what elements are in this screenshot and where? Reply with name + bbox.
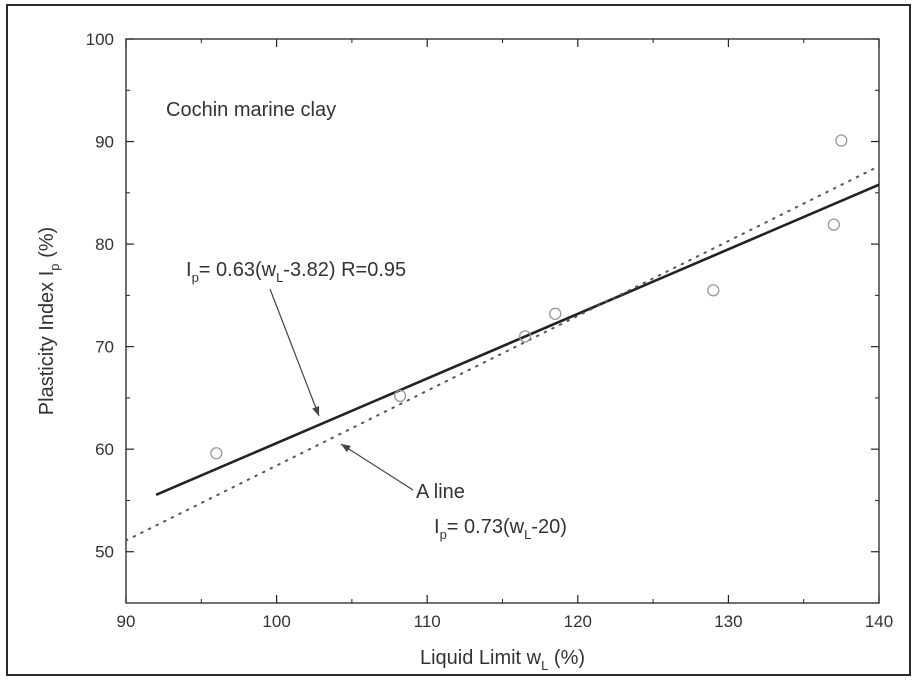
y-axis-title: Plasticity Index Ip (%) — [36, 227, 62, 415]
a-line-name: A line — [416, 481, 465, 503]
a-line-arrow — [340, 443, 414, 491]
annotation-arrows — [269, 288, 414, 491]
data-point — [549, 307, 562, 320]
data-point — [707, 284, 720, 297]
y-tick-label: 80 — [95, 235, 114, 254]
x-tick-label: 130 — [714, 612, 742, 631]
data-point — [835, 134, 848, 147]
fit-line-arrow-head — [312, 406, 320, 416]
fit-line — [155, 183, 880, 496]
x-axis-title: Liquid Limit wL (%) — [420, 647, 585, 673]
y-tick-label: 70 — [95, 338, 114, 357]
data-point — [518, 330, 532, 343]
x-tick-label: 120 — [564, 612, 592, 631]
y-tick-label: 50 — [95, 543, 114, 562]
figure-frame: 90 100 110 120 130 140 50 60 70 80 90 100 Cochin ma… — [6, 4, 911, 676]
y-tick-label: 90 — [95, 133, 114, 152]
fit-line-label: Ip= 0.63(wL-3.82) R=0.95 — [186, 259, 406, 285]
fit-lines — [125, 165, 880, 542]
data-point — [210, 447, 223, 460]
fit-line-arrow — [269, 288, 320, 417]
a-line-equation: Ip= 0.73(wL-20) — [434, 516, 567, 542]
y-tick-label: 60 — [95, 440, 114, 459]
axis-ticks: 90 100 110 120 130 140 50 60 70 80 90 100 — [86, 30, 894, 631]
x-tick-label: 110 — [414, 612, 441, 631]
x-tick-label: 90 — [117, 612, 136, 631]
a-line-arrow-head — [341, 444, 351, 453]
data-point — [393, 389, 407, 403]
x-tick-label: 100 — [262, 612, 290, 631]
plot-annotation-title: Cochin marine clay — [166, 99, 336, 121]
data-point — [827, 218, 840, 231]
y-tick-label: 100 — [86, 30, 114, 49]
x-tick-label: 140 — [865, 612, 893, 631]
data-points — [210, 134, 848, 460]
chart: 90 100 110 120 130 140 50 60 70 80 90 100 Cochin ma… — [36, 30, 894, 673]
a-line — [125, 165, 880, 542]
